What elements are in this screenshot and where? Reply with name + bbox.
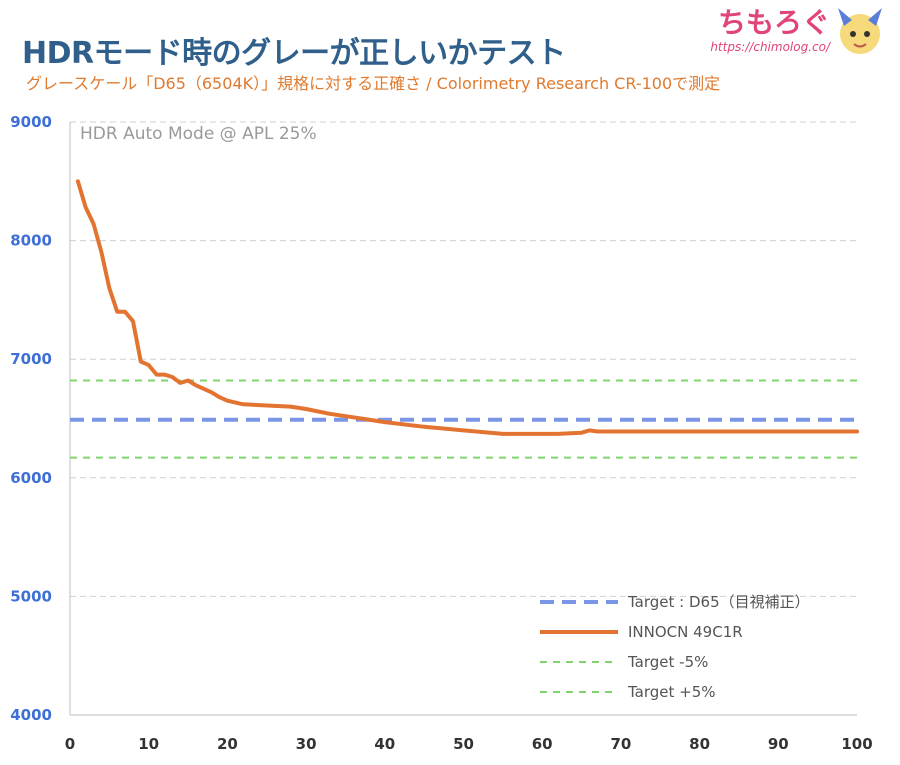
brand-logo: ちもろぐ https://chimolog.co/ [710,6,830,54]
chart-header: HDRモード時のグレーが正しいかテスト グレースケール「D65（6504K）」規… [0,0,900,105]
y-tick-label: 8000 [10,232,52,250]
legend-label: Target +5% [627,683,716,701]
x-tick-label: 20 [217,735,238,753]
x-tick-label: 40 [374,735,395,753]
grid-lines [70,121,857,597]
brand-name: ちもろぐ [717,6,830,39]
chart-title: HDRモード時のグレーが正しいかテスト [22,36,566,71]
x-tick-label: 10 [138,735,159,753]
x-tick-label: 30 [296,735,317,753]
tick-labels: 4000 5000 6000 7000 8000 9000 0 10 20 30 40 50 60 70 8… [10,113,872,753]
x-tick-label: 80 [689,735,710,753]
legend-label: Target -5% [627,653,708,671]
x-tick-label: 90 [768,735,789,753]
y-tick-label: 5000 [10,587,52,605]
y-tick-label: 7000 [10,350,52,368]
legend-label: Target : D65（目視補正） [627,593,810,611]
x-tick-label: 0 [65,735,75,753]
y-tick-label: 4000 [10,706,52,724]
series-line-1 [75,179,859,436]
x-tick-label: 100 [841,735,872,753]
x-tick-label: 60 [532,735,553,753]
x-tick-label: 50 [453,735,474,753]
chart-subtitle: グレースケール「D65（6504K）」規格に対する正確さ / Colorimet… [26,74,721,93]
x-tick-label: 70 [610,735,631,753]
y-tick-label: 9000 [10,113,52,131]
y-tick-label: 6000 [10,469,52,487]
legend-label: INNOCN 49C1R [628,623,743,641]
plot-annotation: HDR Auto Mode @ APL 25% [80,124,317,144]
legend: Target : D65（目視補正） INNOCN 49C1R Target -5%… [540,593,810,701]
mascot-icon [838,8,882,54]
series-layer [70,179,859,459]
brand-url: https://chimolog.co/ [710,40,830,54]
